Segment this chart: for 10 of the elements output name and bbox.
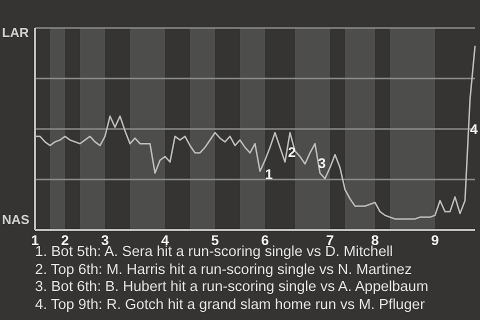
x-tick-label: 9 — [431, 232, 440, 248]
text: NAS — [2, 211, 30, 228]
text: 2. Top 6th: M. Harris hit a run-scoring single vs N. Martinez — [35, 262, 413, 279]
annotation: 3 — [318, 155, 326, 172]
annotation: 2 — [288, 144, 296, 161]
annotation: 1 — [265, 166, 273, 183]
text: 3. Bot 6th: B. Hubert hit a run-scoring single vs A. Appelbaum — [35, 279, 428, 296]
text: LAR — [2, 24, 29, 41]
text: 4. Top 9th: R. Gotch hit a grand slam home run vs M. Pfluger — [35, 296, 426, 314]
annotation: 4 — [470, 121, 478, 138]
